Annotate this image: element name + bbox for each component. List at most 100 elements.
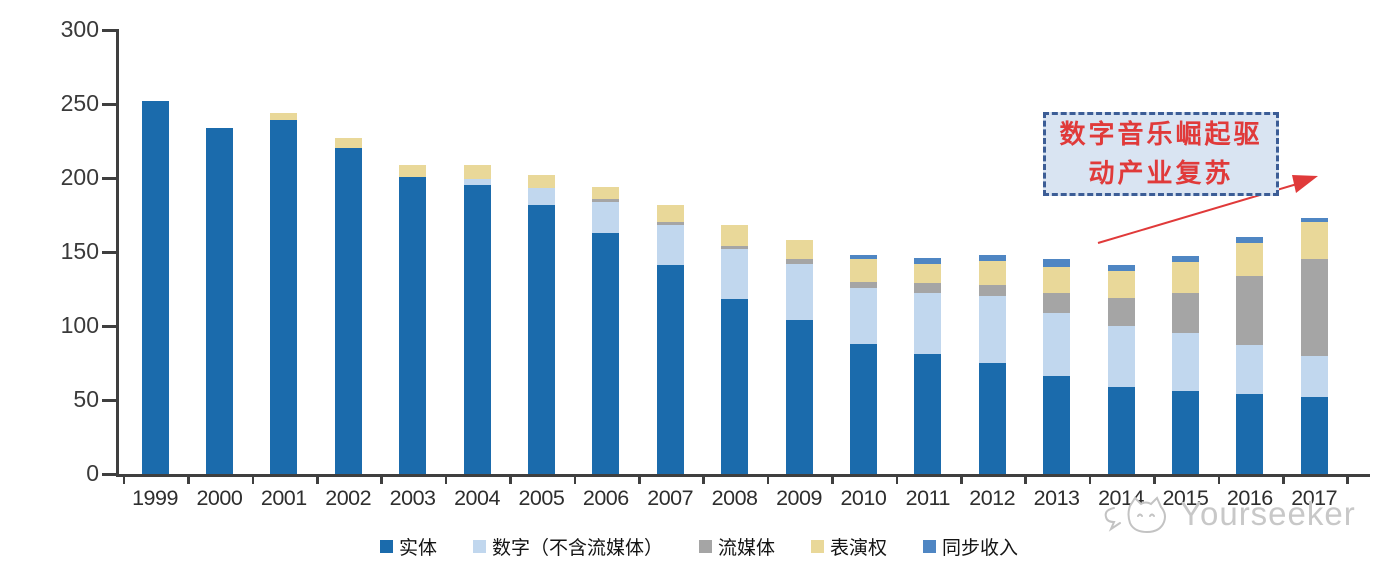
bar-segment-physical-2000 [205,127,233,474]
x-tick-2 [251,477,255,484]
bar-segment-physical-2011 [914,354,942,474]
y-axis-label-200: 200 [60,164,99,190]
y-tick-100 [102,325,117,328]
x-tick-11 [831,477,834,484]
x-tick-18 [1282,477,1285,484]
bar-segment-streaming-2013 [1043,293,1071,313]
y-axis-label-50: 50 [73,386,99,412]
bar-segment-streaming-2014 [1107,297,1135,326]
bar-segment-physical-2002 [334,148,362,474]
legend-item-physical: 实体 [379,533,437,560]
x-axis-label-2016: 2016 [1226,486,1273,510]
x-tick-0 [122,477,126,484]
y-tick-150 [102,251,117,254]
bar-segment-performance-rights-2014 [1107,271,1135,298]
x-axis-label-2009: 2009 [776,486,822,510]
x-axis-label-2003: 2003 [389,486,436,510]
bar-segment-physical-2014 [1107,386,1135,474]
x-tick-13 [960,477,963,484]
bar-segment-physical-2017 [1300,397,1328,474]
bar-segment-sync-revenue-2017 [1300,217,1328,223]
bar-segment-performance-rights-2006 [592,186,620,199]
y-axis-line [116,29,119,477]
bar-segment-sync-revenue-2013 [1043,259,1071,267]
bar-segment-digital-excl-streaming-2007 [656,225,684,266]
x-tick-3 [316,477,319,484]
x-tick-16 [1153,477,1156,484]
legend-swatch-performance-rights [811,540,824,553]
bar-segment-performance-rights-2001 [270,112,298,121]
bar-segment-performance-rights-2009 [785,240,813,260]
x-tick-19 [1346,477,1349,484]
bar-segment-physical-2001 [270,120,298,474]
bar-segment-physical-2004 [463,185,491,474]
watermark: Yourseeker [1100,494,1398,550]
bar-segment-streaming-2010 [849,281,877,288]
bar-segment-sync-revenue-2012 [978,254,1006,261]
bar-segment-physical-2008 [721,299,749,474]
x-tick-5 [444,477,448,484]
y-axis-label-150: 150 [60,238,99,264]
bar-segment-physical-2016 [1236,394,1264,474]
bar-segment-performance-rights-2002 [334,138,362,149]
bar-segment-digital-excl-streaming-2016 [1236,345,1264,395]
bar-segment-digital-excl-streaming-2006 [592,201,620,233]
x-tick-12 [895,477,899,484]
x-tick-8 [638,477,641,484]
bar-segment-performance-rights-2008 [721,225,749,247]
bar-segment-digital-excl-streaming-2014 [1107,326,1135,387]
bar-segment-digital-excl-streaming-2012 [978,296,1006,363]
bar-segment-performance-rights-2010 [849,259,877,282]
bar-segment-digital-excl-streaming-2010 [849,287,877,344]
y-axis-label-100: 100 [60,312,99,338]
y-axis-label-300: 300 [60,16,99,42]
x-axis-label-2010: 2010 [840,486,887,510]
bar-segment-physical-1999 [141,101,169,474]
legend-item-digital-excl-streaming: 数字（不含流媒体） [472,533,663,560]
legend-label-digital-excl-streaming: 数字（不含流媒体） [491,538,663,559]
bar-segment-digital-excl-streaming-2008 [721,249,749,300]
x-axis-label-2001: 2001 [260,486,307,510]
bar-segment-digital-excl-streaming-2017 [1300,355,1328,398]
x-tick-9 [702,477,705,484]
bar-segment-digital-excl-streaming-2005 [527,188,555,205]
x-axis-label-2015: 2015 [1162,486,1209,510]
bar-segment-physical-2003 [399,176,427,474]
x-tick-7 [573,477,577,484]
x-axis-label-2004: 2004 [454,486,500,510]
y-tick-50 [102,399,117,402]
x-axis-label-2017: 2017 [1291,486,1338,510]
bar-segment-performance-rights-2005 [527,175,555,189]
bar-segment-performance-rights-2016 [1236,243,1264,276]
bar-segment-sync-revenue-2011 [914,257,942,264]
x-axis-label-1999: 1999 [132,486,178,510]
bar-segment-performance-rights-2004 [463,164,491,180]
x-axis-label-2012: 2012 [969,486,1016,510]
y-tick-250 [102,103,117,106]
x-tick-4 [380,477,383,484]
legend-label-streaming: 流媒体 [717,538,775,559]
annotation-line2: 动产业复苏 [1088,158,1234,188]
bar-segment-performance-rights-2007 [656,204,684,223]
bar-segment-physical-2005 [527,204,555,474]
bar-segment-sync-revenue-2016 [1236,237,1264,244]
x-tick-6 [509,477,512,484]
legend-item-streaming: 流媒体 [698,533,775,560]
bar-segment-performance-rights-2013 [1043,266,1071,294]
x-tick-15 [1088,477,1092,484]
cat-logo-icon [1104,496,1166,534]
legend-label-performance-rights: 表演权 [830,538,888,559]
x-axis-label-2000: 2000 [196,486,243,510]
y-tick-0 [102,473,117,476]
legend-swatch-sync-revenue [923,540,937,553]
bar-segment-performance-rights-2012 [978,260,1006,285]
watermark-brand: Yourseeker [1180,495,1356,532]
legend-swatch-physical [379,540,393,553]
legend-item-sync-revenue: 同步收入 [923,533,1018,560]
x-axis-label-2008: 2008 [711,486,758,510]
bar-segment-digital-excl-streaming-2015 [1171,333,1199,392]
x-tick-17 [1217,477,1221,484]
bar-segment-physical-2012 [978,363,1006,474]
bar-segment-streaming-2012 [978,284,1006,297]
